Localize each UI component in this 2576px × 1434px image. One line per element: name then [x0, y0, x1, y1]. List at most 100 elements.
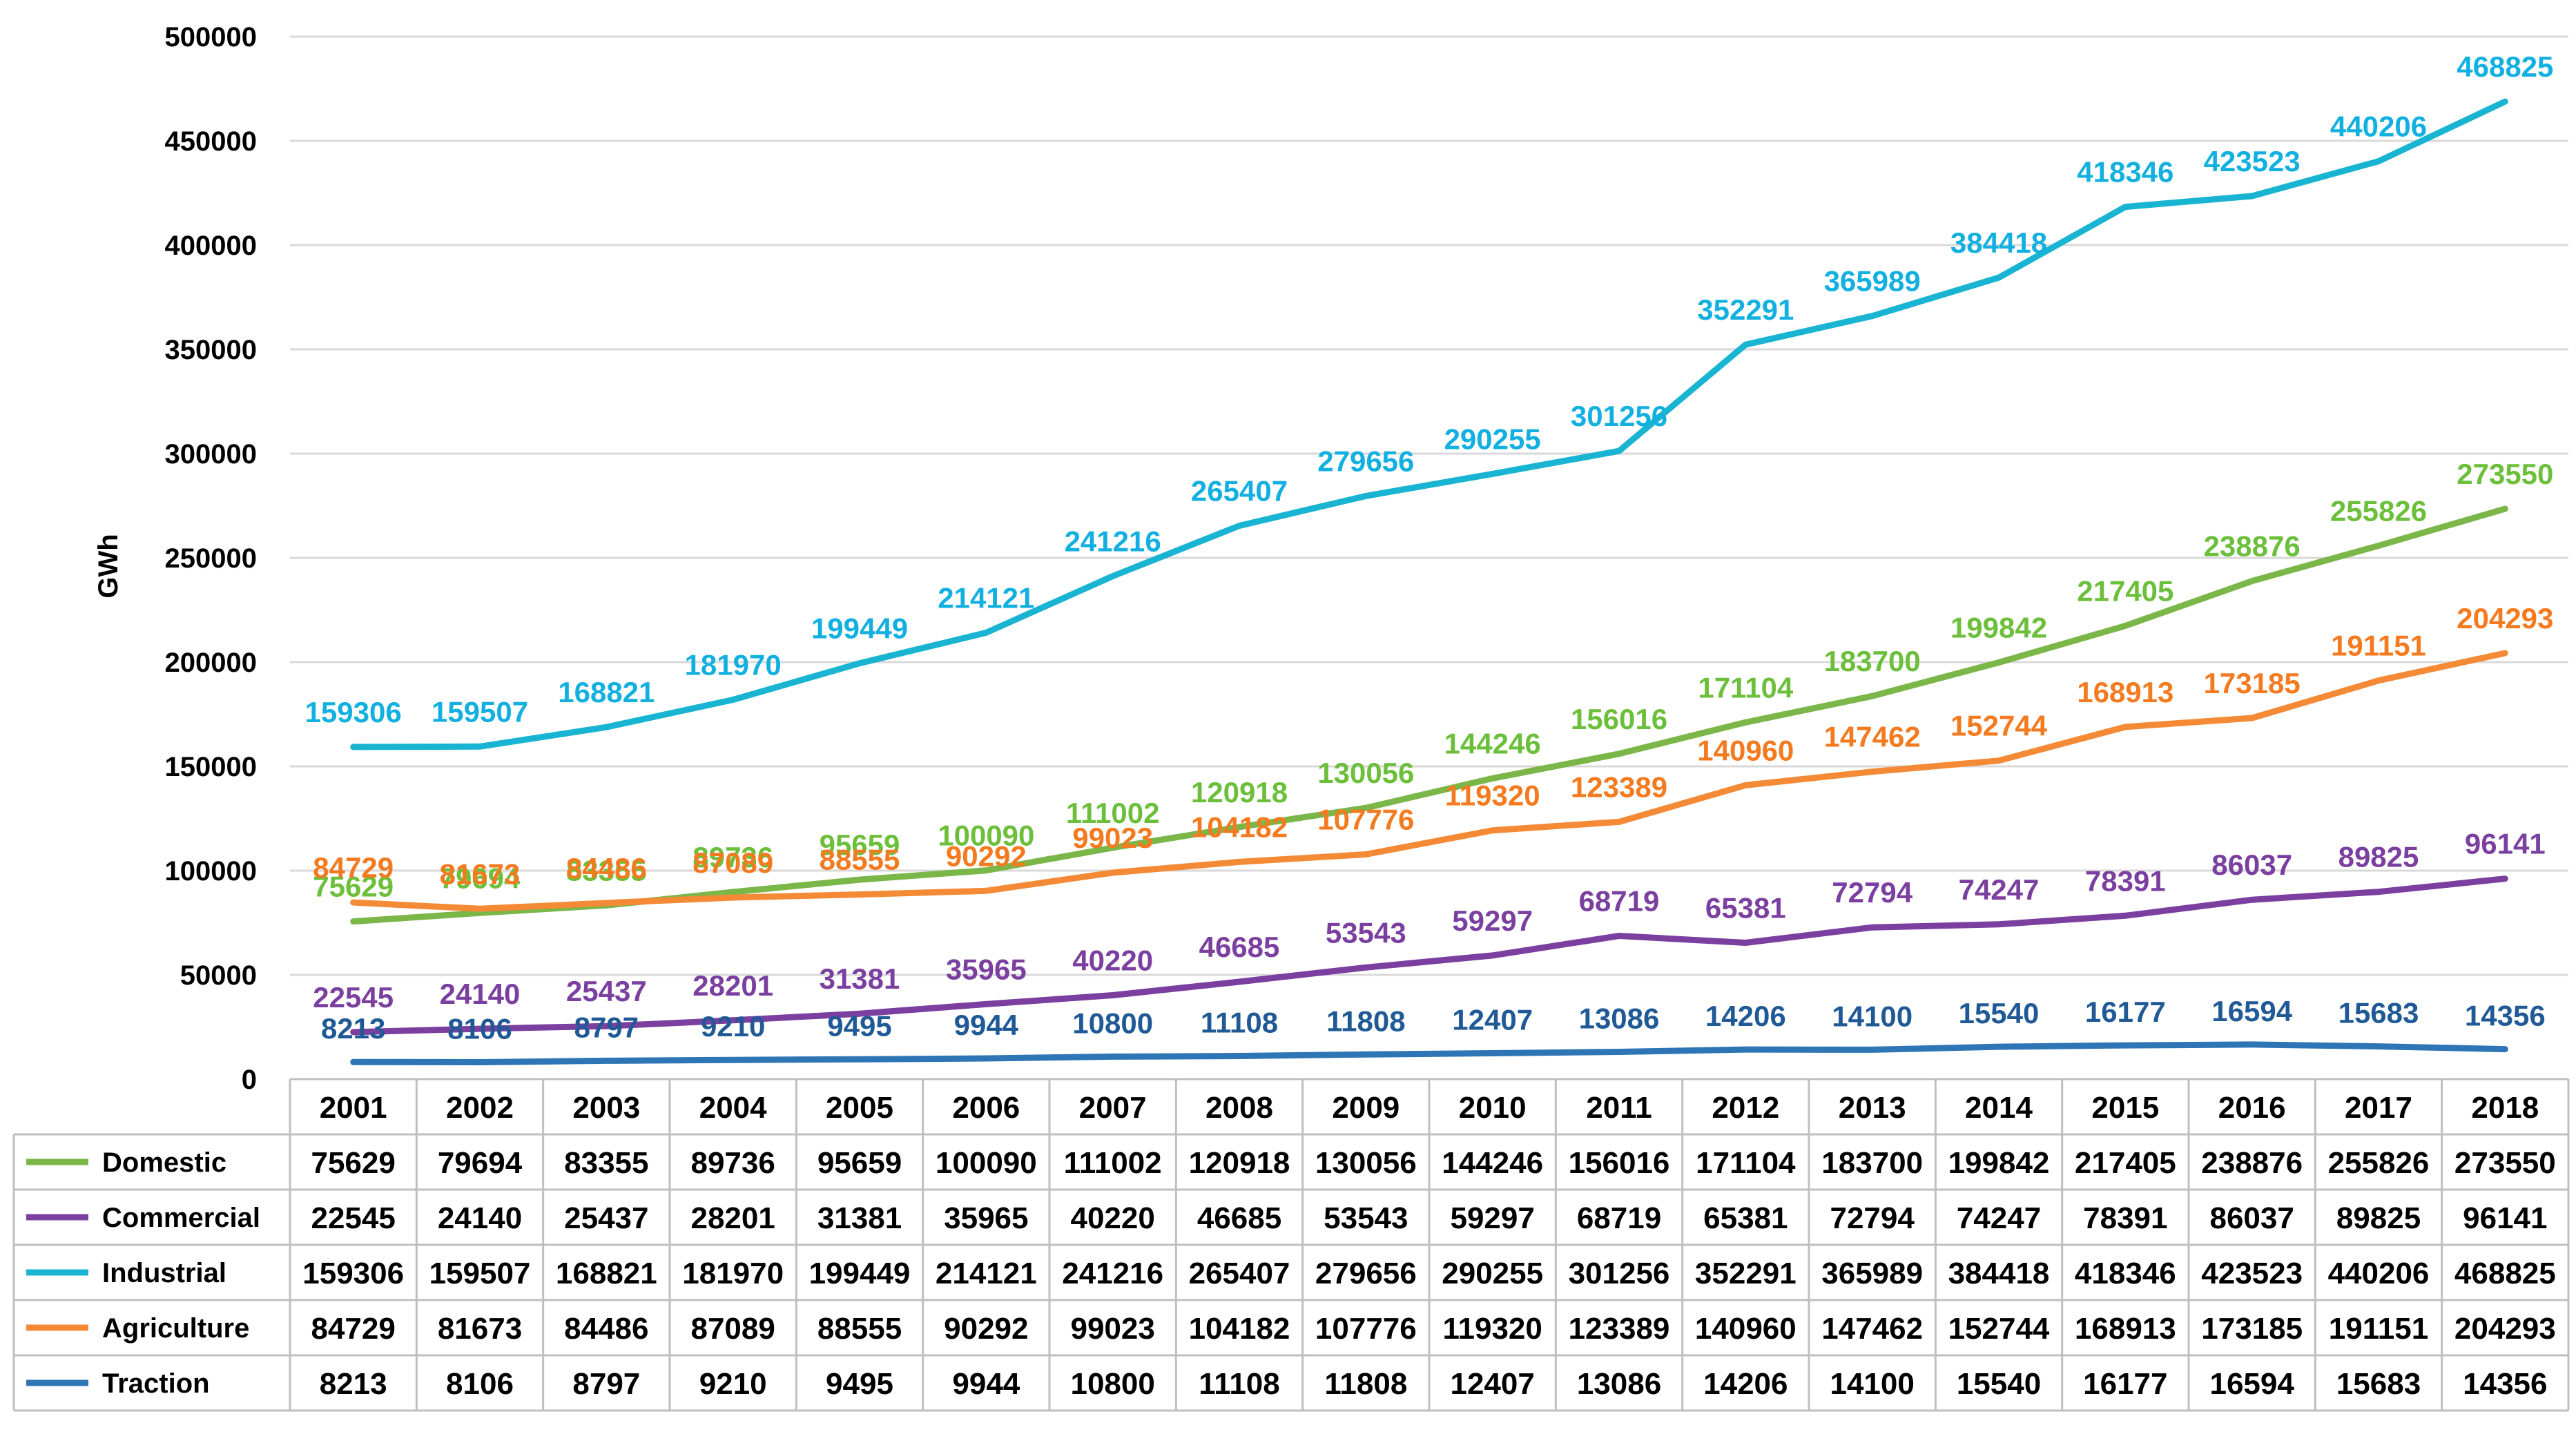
table-cell: 22545 — [311, 1201, 395, 1235]
table-cell: 25437 — [564, 1201, 648, 1235]
data-label: 84486 — [566, 852, 647, 884]
table-cell: 183700 — [1821, 1146, 1923, 1180]
data-label: 65381 — [1705, 892, 1786, 924]
data-label: 68719 — [1579, 884, 1660, 917]
table-cell: 12407 — [1450, 1367, 1534, 1401]
series-line-traction — [350, 1041, 2508, 1065]
data-label: 59297 — [1452, 904, 1533, 937]
table-cell: 191151 — [2329, 1312, 2428, 1346]
data-label: 217405 — [2077, 574, 2173, 607]
data-label: 74247 — [1959, 873, 2040, 906]
data-label: 120918 — [1191, 776, 1288, 808]
data-label: 81673 — [440, 858, 521, 890]
table-cell: 144246 — [1442, 1146, 1543, 1180]
table-cell: 8106 — [446, 1367, 514, 1401]
data-label: 144246 — [1444, 727, 1541, 759]
table-cell: 199842 — [1948, 1146, 2050, 1180]
x-tick-label: 2015 — [2091, 1091, 2159, 1125]
y-axis: 0 50000 100000 150000 200000 250000 300000 3500… — [93, 22, 257, 1095]
table-cell: 74247 — [1957, 1201, 2041, 1235]
data-label: 28201 — [693, 969, 773, 1002]
data-label: 279656 — [1317, 445, 1414, 477]
data-label: 365989 — [1824, 265, 1921, 298]
x-tick-label: 2012 — [1712, 1091, 1779, 1125]
data-label: 156016 — [1571, 703, 1667, 735]
data-label: 14206 — [1705, 1000, 1786, 1032]
x-tick-label: 2005 — [826, 1091, 893, 1125]
table-cell: 423523 — [2201, 1257, 2303, 1290]
data-label: 11108 — [1201, 1006, 1278, 1038]
data-label: 88555 — [820, 844, 900, 876]
x-tick-label: 2006 — [952, 1091, 1020, 1125]
table-cell: 14356 — [2463, 1367, 2547, 1401]
data-label: 119320 — [1445, 779, 1540, 812]
data-label: 265407 — [1191, 474, 1288, 507]
table-cell: 418346 — [2075, 1257, 2176, 1290]
x-tick-label: 2009 — [1332, 1091, 1400, 1125]
data-label: 140960 — [1697, 734, 1794, 766]
table-cell: 14206 — [1703, 1367, 1788, 1401]
x-tick-label: 2014 — [1965, 1091, 2033, 1125]
data-label: 95659 — [820, 829, 900, 861]
table-cell: 140960 — [1695, 1312, 1797, 1346]
data-label: 89825 — [2338, 841, 2419, 873]
table-cell: 147462 — [1821, 1312, 1923, 1346]
data-label: 423523 — [2204, 145, 2301, 177]
table-cell: 8213 — [320, 1367, 387, 1401]
data-label: 352291 — [1697, 293, 1794, 326]
table-cell: 15540 — [1957, 1367, 2041, 1401]
table-cell: 238876 — [2201, 1146, 2303, 1180]
table-cell: 95659 — [817, 1146, 902, 1180]
table-cell: 204293 — [2454, 1312, 2556, 1346]
data-label: 8213 — [321, 1012, 385, 1045]
y-tick-label: 400000 — [165, 231, 257, 261]
table-cell: 99023 — [1070, 1312, 1154, 1346]
x-tick-label: 2008 — [1205, 1091, 1273, 1125]
data-label: 214121 — [938, 581, 1034, 614]
data-label: 99023 — [1072, 822, 1153, 854]
table-cell: 217405 — [2075, 1146, 2176, 1180]
data-label: 191151 — [2331, 630, 2426, 662]
table-cell: 16177 — [2083, 1367, 2167, 1401]
data-label: 75629 — [313, 871, 394, 903]
y-tick-label: 250000 — [165, 543, 257, 574]
table-cell: 159306 — [302, 1257, 404, 1290]
data-label: 130056 — [1317, 757, 1414, 789]
data-label: 15540 — [1959, 997, 2040, 1029]
table-cell: 9944 — [952, 1367, 1020, 1401]
table-cell: 40220 — [1070, 1201, 1154, 1235]
data-label: 15683 — [2338, 997, 2419, 1029]
x-tick-label: 2003 — [572, 1091, 640, 1125]
data-label: 9495 — [827, 1009, 891, 1042]
x-tick-label: 2007 — [1079, 1091, 1147, 1125]
data-label: 13086 — [1579, 1002, 1660, 1034]
data-label: 53543 — [1326, 916, 1406, 949]
table-cell: 384418 — [1948, 1257, 2050, 1290]
data-label: 96141 — [2465, 828, 2546, 860]
data-label: 14100 — [1832, 1000, 1912, 1032]
table-cell: 68719 — [1577, 1201, 1661, 1235]
data-label: 9210 — [701, 1010, 765, 1043]
data-label: 8106 — [447, 1013, 512, 1045]
table-cell: 181970 — [682, 1257, 784, 1290]
table-cell: 88555 — [817, 1312, 902, 1346]
y-tick-label: 200000 — [165, 648, 257, 678]
table-cell: 96141 — [2463, 1201, 2547, 1235]
table-cell: 59297 — [1450, 1201, 1534, 1235]
legend-entry: Traction — [102, 1368, 210, 1399]
table-cell: 104182 — [1189, 1312, 1290, 1346]
table-cell: 75629 — [311, 1146, 395, 1180]
data-label: 35965 — [946, 953, 1027, 985]
table-cell: 265407 — [1189, 1257, 1290, 1290]
table-cell: 81673 — [438, 1312, 522, 1346]
table-cell: 440206 — [2328, 1257, 2430, 1290]
table-cell: 9495 — [826, 1367, 893, 1401]
data-label: 468825 — [2457, 50, 2553, 83]
table-cell: 84729 — [311, 1312, 395, 1346]
series-line-agriculture — [350, 650, 2508, 912]
data-label: 384418 — [1950, 226, 2047, 259]
data-label: 89736 — [693, 841, 773, 873]
data-label: 171104 — [1698, 671, 1793, 704]
